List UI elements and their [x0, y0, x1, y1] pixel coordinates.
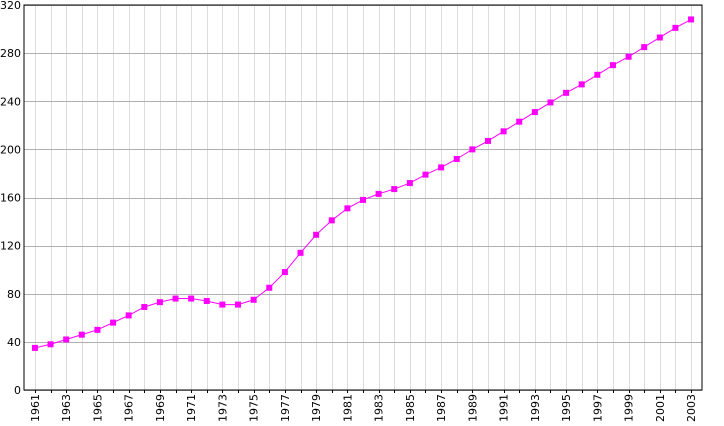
series-group — [31, 16, 695, 351]
data-point — [78, 331, 85, 338]
data-point — [563, 89, 570, 96]
x-tick-label: 1989 — [466, 394, 479, 422]
x-tick-label: 1997 — [591, 394, 604, 422]
y-tick-label: 120 — [0, 240, 21, 253]
x-tick-label: 1975 — [248, 394, 261, 422]
data-point — [266, 284, 273, 291]
x-axis-ticks: 1961 1963 1965 1967 1969 1971 1973 1975 1977 1979… — [29, 390, 698, 422]
data-point — [110, 319, 117, 326]
data-point — [172, 295, 179, 302]
data-point — [63, 336, 70, 343]
data-point — [484, 137, 491, 144]
data-point — [47, 341, 54, 348]
x-tick-label: 1977 — [279, 394, 292, 422]
y-tick-label: 80 — [7, 288, 21, 301]
y-tick-label: 0 — [14, 384, 21, 397]
x-tick-label: 1965 — [91, 394, 104, 422]
data-point — [547, 99, 554, 106]
data-point — [641, 44, 648, 51]
data-point — [500, 128, 507, 135]
data-point — [360, 196, 366, 203]
data-point — [406, 180, 413, 187]
data-point — [672, 24, 679, 31]
x-tick-label: 1979 — [310, 394, 323, 422]
data-point — [203, 297, 210, 304]
data-point — [297, 249, 304, 256]
y-tick-label: 40 — [7, 336, 21, 349]
data-point — [516, 118, 523, 125]
data-point — [31, 344, 38, 351]
data-point — [94, 326, 101, 333]
x-tick-label: 1981 — [341, 394, 354, 422]
y-tick-label: 200 — [0, 143, 21, 156]
data-point — [235, 301, 242, 308]
data-point — [313, 231, 320, 238]
x-tick-label: 1983 — [373, 394, 386, 422]
x-tick-label: 1985 — [404, 394, 417, 422]
x-tick-label: 1967 — [123, 394, 136, 422]
x-tick-label: 2003 — [685, 394, 698, 422]
data-point — [688, 16, 695, 23]
data-point — [391, 186, 398, 193]
x-tick-label: 1991 — [498, 394, 511, 422]
data-point — [656, 34, 663, 41]
y-axis-ticks: 0 40 80 120 160 200 240 280 320 — [0, 0, 21, 397]
data-point — [594, 71, 601, 78]
x-tick-label: 1971 — [185, 394, 198, 422]
y-tick-label: 240 — [0, 95, 21, 108]
x-tick-label: 2001 — [654, 394, 667, 422]
data-point — [141, 303, 148, 310]
data-point — [156, 299, 163, 306]
data-point — [531, 109, 538, 116]
x-tick-label: 1987 — [435, 394, 448, 422]
data-point — [578, 81, 585, 88]
data-point — [438, 164, 445, 171]
data-point — [625, 53, 632, 60]
x-tick-label: 1973 — [216, 394, 229, 422]
data-point — [281, 269, 288, 276]
data-point — [125, 312, 132, 319]
data-point — [375, 190, 382, 197]
minor-gridlines — [35, 5, 692, 390]
data-point — [250, 296, 257, 303]
data-point — [344, 205, 351, 212]
data-point — [422, 171, 429, 178]
y-tick-label: 320 — [0, 0, 21, 12]
x-tick-label: 1993 — [529, 394, 542, 422]
data-point — [219, 301, 226, 308]
data-point — [328, 217, 335, 224]
x-tick-label: 1963 — [60, 394, 73, 422]
x-tick-label: 1961 — [29, 394, 42, 422]
data-point — [453, 156, 460, 162]
y-tick-label: 160 — [0, 192, 21, 205]
y-tick-label: 280 — [0, 47, 21, 60]
data-point — [609, 62, 616, 69]
data-point — [188, 295, 195, 302]
x-tick-label: 1999 — [623, 394, 636, 422]
x-tick-label: 1995 — [560, 394, 573, 422]
data-point — [469, 146, 476, 153]
x-tick-label: 1969 — [154, 394, 167, 422]
